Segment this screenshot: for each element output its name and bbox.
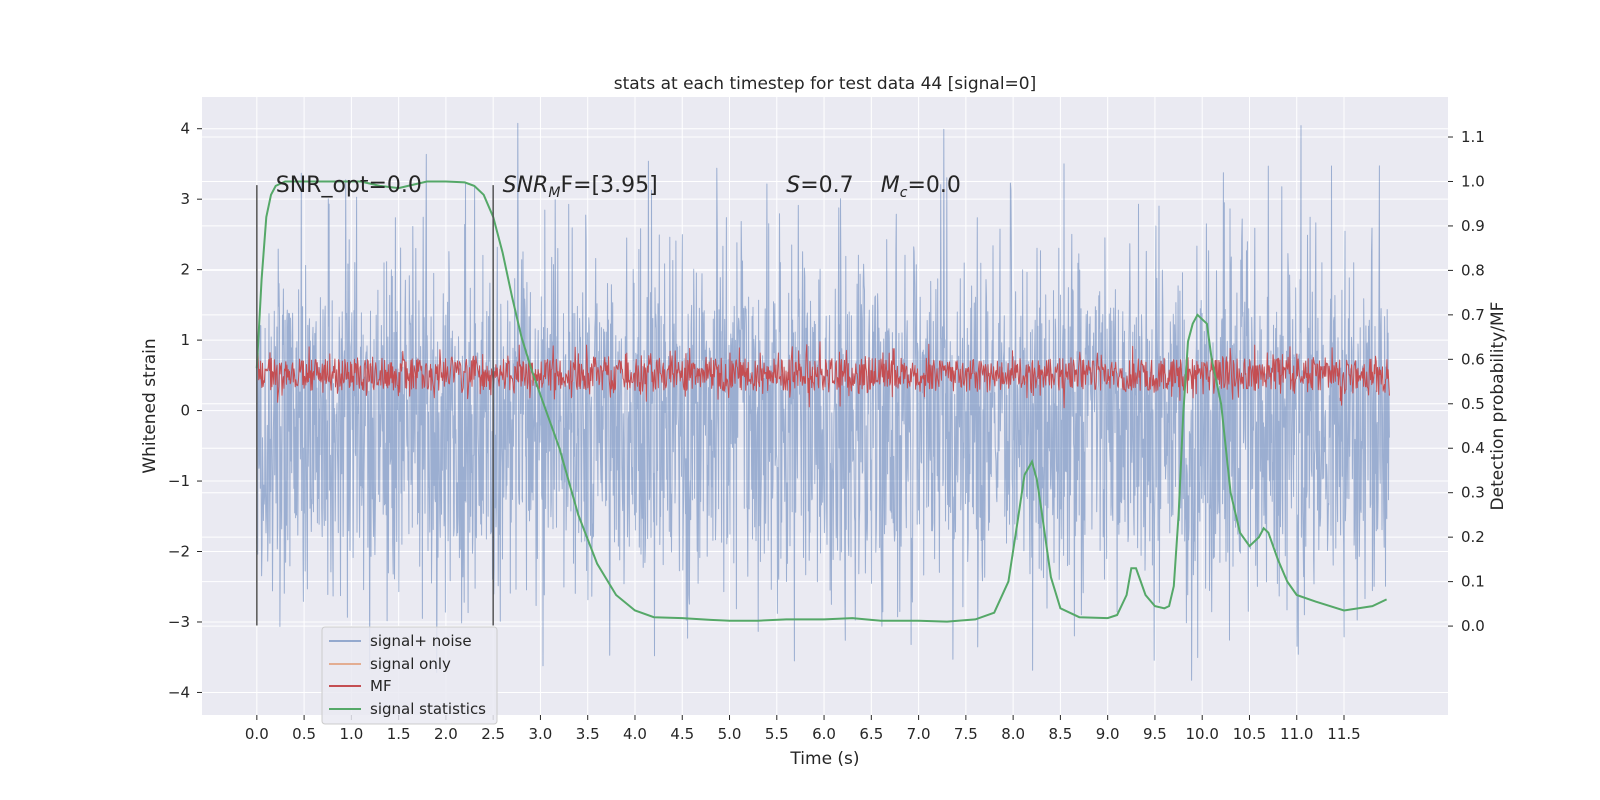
y-tick-label: −3 (168, 613, 190, 631)
x-tick-label: 11.5 (1327, 725, 1360, 743)
chart-title: stats at each timestep for test data 44 … (614, 74, 1037, 94)
series-mf (256, 341, 1390, 409)
y-tick-label: 3 (180, 190, 190, 208)
x-tick-label: 9.0 (1096, 725, 1120, 743)
x-tick-label: 11.0 (1280, 725, 1313, 743)
y-right-tick-label: 0.8 (1461, 261, 1485, 279)
x-tick-label: 7.5 (954, 725, 978, 743)
y-right-tick-label: 1.1 (1461, 128, 1485, 146)
vertical-markers (256, 185, 494, 626)
y-right-axis-label: Detection probability/MF (1488, 302, 1508, 511)
annotation-s: S=0.7 (786, 173, 853, 198)
x-tick-label: 9.5 (1143, 725, 1167, 743)
y-axis-label: Whitened strain (140, 338, 160, 473)
annotation-mc: Mc=0.0 (881, 173, 961, 201)
y-right-tick-label: 0.0 (1461, 617, 1485, 635)
legend: signal+ noise signal only MF signal stat… (321, 626, 498, 725)
x-tick-label: 4.0 (623, 725, 647, 743)
x-tick-label: 1.0 (339, 725, 363, 743)
x-axis-label: Time (s) (789, 749, 859, 769)
y-right-tick-label: 0.7 (1461, 306, 1485, 324)
x-tick-label: 3.0 (529, 725, 553, 743)
x-tick-label: 3.5 (576, 725, 600, 743)
series-signal-statistics (255, 180, 1388, 623)
y-right-tick-label: 0.5 (1461, 395, 1485, 413)
right-axis-ticks: 0.0 0.1 0.2 0.3 0.4 0.5 0.6 0.7 0.8 0.9 1.0 1.1 (1448, 128, 1485, 635)
x-tick-label: 5.0 (718, 725, 742, 743)
legend-label-mf: MF (370, 677, 392, 695)
legend-box (321, 626, 498, 725)
x-tick-label: 7.0 (907, 725, 931, 743)
legend-label-signal-noise: signal+ noise (370, 632, 472, 650)
annotations: SNR_opt=0.0 SNRMF=[3.95] S=0.7 Mc=0.0 (276, 173, 961, 201)
y-right-tick-label: 0.3 (1461, 484, 1485, 502)
y-tick-label: −4 (168, 683, 190, 701)
y-right-tick-label: 0.6 (1461, 350, 1485, 368)
series-signal-noise (256, 122, 1390, 681)
x-tick-label: 0.5 (292, 725, 316, 743)
annotation-snr-mf: SNRMF=[3.95] (503, 173, 658, 201)
x-tick-label: 1.5 (387, 725, 411, 743)
x-tick-label: 8.0 (1001, 725, 1025, 743)
series-layer (255, 122, 1390, 681)
y-tick-label: −1 (168, 472, 190, 490)
y-right-tick-label: 0.2 (1461, 528, 1485, 546)
y-right-tick-label: 0.1 (1461, 573, 1485, 591)
x-tick-label: 10.5 (1233, 725, 1266, 743)
y-tick-label: −2 (168, 543, 190, 561)
x-axis-ticks: 0.0 0.5 1.0 1.5 2.0 2.5 3.0 3.5 4.0 4.5 5.0 5.5 6.0 6… (245, 715, 1361, 743)
legend-label-signal-only: signal only (370, 655, 451, 673)
legend-label-signal-statistics: signal statistics (370, 700, 486, 718)
x-tick-label: 10.0 (1186, 725, 1219, 743)
y-tick-label: 1 (180, 331, 190, 349)
x-tick-label: 2.0 (434, 725, 458, 743)
left-axis-ticks: −4 −3 −2 −1 0 1 2 3 4 (168, 120, 202, 701)
y-right-tick-label: 0.9 (1461, 217, 1485, 235)
y-tick-label: 0 (180, 402, 190, 420)
y-tick-label: 4 (180, 120, 190, 138)
y-tick-label: 2 (180, 261, 190, 279)
y-right-tick-label: 0.4 (1461, 439, 1485, 457)
x-tick-label: 2.5 (481, 725, 505, 743)
x-tick-label: 6.0 (812, 725, 836, 743)
y-right-tick-label: 1.0 (1461, 172, 1485, 190)
x-tick-label: 5.5 (765, 725, 789, 743)
annotation-snr-opt: SNR_opt=0.0 (276, 173, 422, 198)
x-tick-label: 0.0 (245, 725, 269, 743)
x-tick-label: 4.5 (670, 725, 694, 743)
x-tick-label: 6.5 (859, 725, 883, 743)
x-tick-label: 8.5 (1048, 725, 1072, 743)
